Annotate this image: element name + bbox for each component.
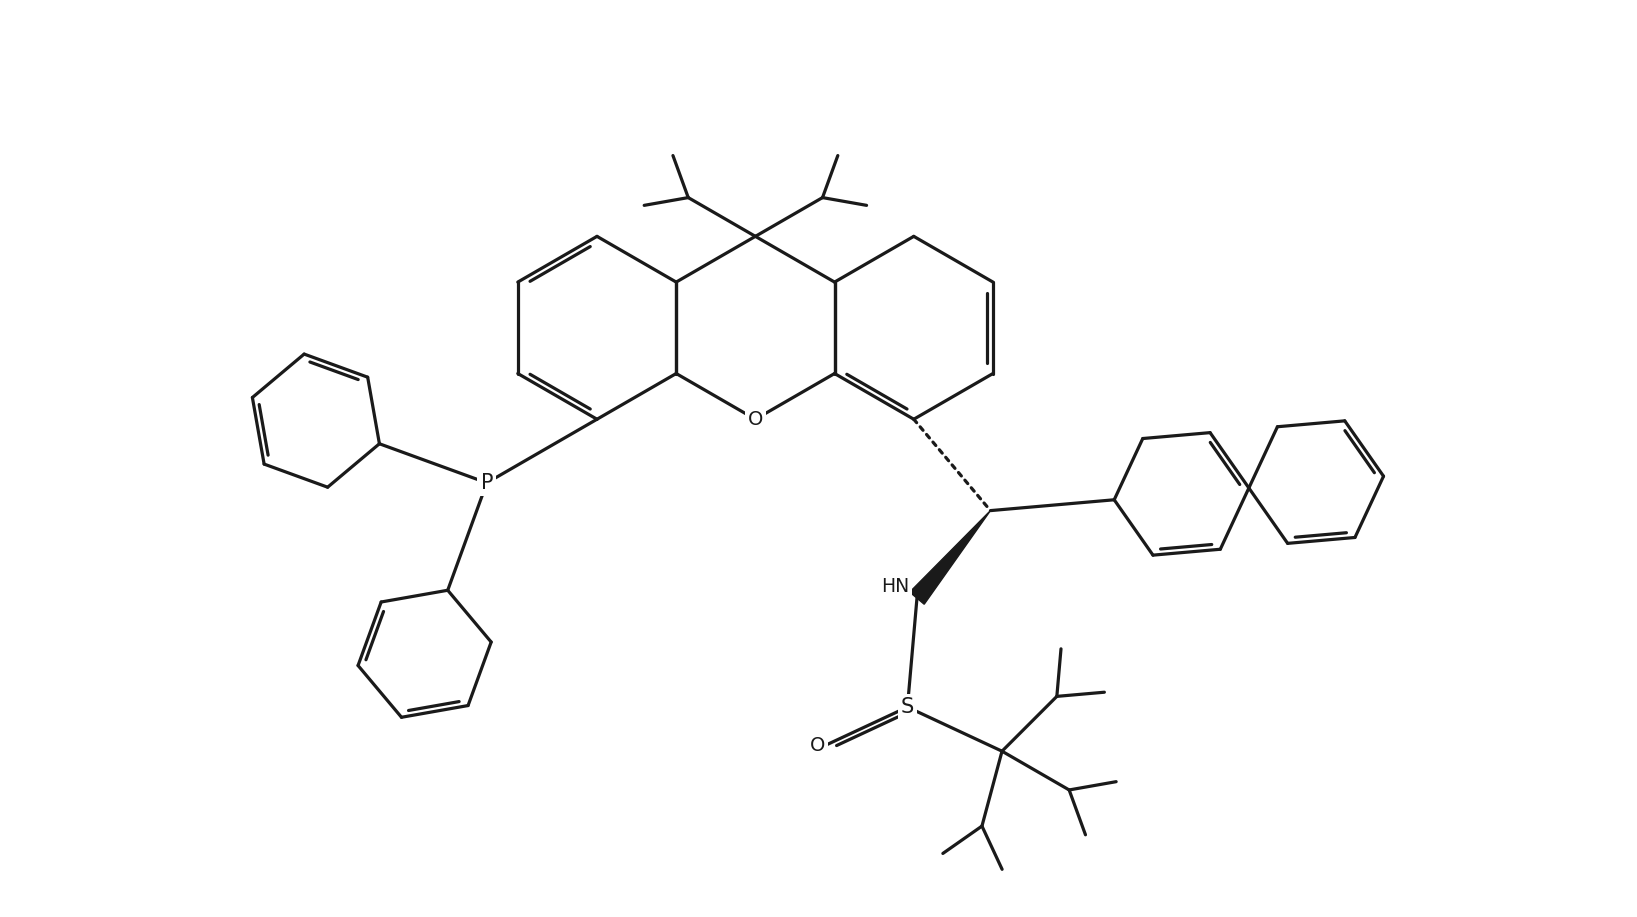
- Text: O: O: [810, 736, 825, 756]
- Text: P: P: [481, 473, 493, 492]
- Text: S: S: [900, 697, 913, 717]
- Text: O: O: [748, 410, 763, 429]
- Text: HN: HN: [881, 577, 909, 596]
- Polygon shape: [910, 511, 990, 604]
